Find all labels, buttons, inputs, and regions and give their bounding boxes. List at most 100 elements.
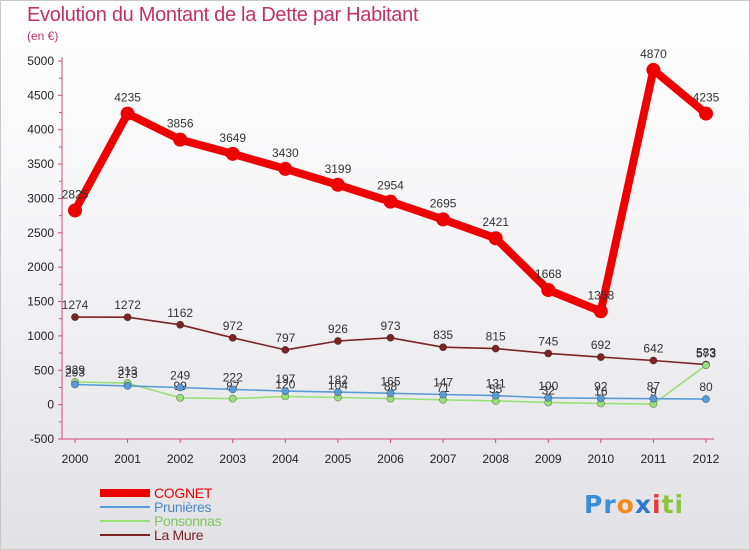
x-tick-label: 2002 [167, 452, 194, 466]
data-label-0: 4870 [640, 47, 667, 61]
data-label-3: 926 [328, 322, 348, 336]
data-label-1: 165 [380, 374, 400, 388]
data-label-3: 642 [643, 342, 663, 356]
data-label-3: 583 [696, 346, 716, 360]
data-point-0 [699, 106, 713, 121]
data-point-3 [71, 313, 79, 321]
data-label-0: 3430 [272, 146, 299, 160]
data-point-0 [383, 194, 398, 209]
data-label-1: 131 [486, 377, 506, 391]
data-point-1 [334, 388, 342, 397]
data-point-1 [123, 381, 132, 390]
y-tick-label: 4000 [27, 123, 54, 137]
data-point-0 [68, 203, 82, 218]
data-label-2: 9 [650, 385, 657, 399]
logo-letter: r [603, 490, 617, 519]
data-point-3 [649, 356, 658, 365]
data-label-1: 293 [65, 365, 85, 379]
data-point-0 [120, 106, 135, 121]
legend-item-ponsonnas: Ponsonnas [100, 514, 222, 528]
legend-item-la-mure: La Mure [100, 528, 221, 542]
x-tick-label: 2005 [325, 452, 352, 466]
data-label-1: 197 [275, 372, 295, 386]
y-tick-label: 4500 [27, 88, 54, 102]
data-label-1: 92 [594, 379, 608, 393]
data-point-3 [176, 320, 185, 329]
data-point-1 [176, 383, 185, 392]
x-tick-label: 2001 [114, 452, 141, 466]
data-label-0: 1668 [535, 267, 562, 281]
data-label-1: 249 [170, 369, 190, 383]
data-label-1: 100 [538, 379, 558, 393]
data-label-3: 1272 [114, 298, 141, 312]
data-point-0 [646, 62, 661, 77]
y-tick-label: 1500 [27, 295, 54, 309]
x-tick-label: 2000 [62, 452, 89, 466]
legend-swatch-cognet [100, 489, 150, 497]
data-label-1: 87 [647, 380, 661, 394]
data-label-2: 329 [65, 363, 85, 377]
x-tick-label: 2009 [535, 452, 562, 466]
data-label-3: 745 [538, 334, 558, 348]
logo-letter: i [674, 490, 685, 519]
data-label-3: 835 [433, 328, 453, 342]
data-point-1 [228, 385, 237, 394]
data-label-2: 88 [384, 380, 398, 394]
data-point-0 [278, 161, 293, 176]
data-label-0: 3856 [167, 117, 194, 131]
legend-item-prunieres: Prunières [100, 500, 221, 514]
data-label-0: 4235 [693, 91, 720, 105]
data-label-2: 120 [275, 377, 295, 391]
y-tick-label: 1000 [27, 329, 54, 343]
data-label-3: 692 [591, 338, 611, 352]
data-point-1 [71, 380, 79, 389]
data-point-1 [386, 389, 395, 398]
data-point-3 [491, 344, 500, 353]
data-point-1 [649, 394, 658, 403]
legend-swatch-ponsonnas [100, 520, 150, 522]
data-point-3 [544, 349, 553, 358]
x-tick-label: 2010 [587, 452, 614, 466]
data-label-2: 55 [489, 382, 503, 396]
proxiti-logo: Proxiti [584, 490, 684, 519]
data-label-1: 147 [433, 376, 453, 390]
x-tick-label: 2007 [430, 452, 457, 466]
data-point-3 [439, 343, 447, 352]
chart-unit-label: (en €) [27, 29, 59, 43]
data-point-1 [544, 393, 553, 402]
data-label-3: 815 [486, 330, 506, 344]
x-tick-label: 2006 [377, 452, 404, 466]
data-point-1 [439, 390, 447, 399]
legend-label-prunieres: Prunières [154, 499, 212, 515]
data-point-0 [436, 212, 451, 227]
y-tick-label: 3500 [27, 157, 54, 171]
legend-swatch-la-mure [100, 534, 150, 536]
data-label-0: 4235 [114, 91, 141, 105]
data-point-0 [541, 282, 556, 297]
legend-label-la-mure: La Mure [154, 527, 204, 543]
legend-item-cognet: COGNET [100, 486, 221, 500]
legend-swatch-prunieres [100, 506, 150, 508]
data-point-0 [173, 132, 188, 147]
chart-legend: COGNET Prunières Ponsonnas La Mure [100, 486, 222, 542]
legend-label-cognet: COGNET [154, 485, 213, 501]
data-point-0 [593, 304, 608, 319]
data-label-3: 797 [275, 331, 295, 345]
logo-letter: o [616, 490, 635, 519]
data-label-0: 3649 [219, 131, 246, 145]
data-label-0: 2825 [62, 187, 89, 201]
data-point-2 [176, 393, 185, 402]
data-label-3: 1274 [62, 298, 89, 312]
data-point-0 [330, 177, 345, 192]
y-tick-label: 0 [47, 398, 54, 412]
data-point-3 [596, 353, 605, 361]
data-label-2: 16 [594, 385, 608, 399]
y-tick-label: 2500 [27, 226, 54, 240]
data-label-0: 2695 [430, 196, 457, 210]
x-tick-label: 2004 [272, 452, 299, 466]
y-tick-label: 2000 [27, 260, 54, 274]
data-label-2: 104 [328, 378, 348, 392]
y-tick-label: 500 [34, 363, 54, 377]
